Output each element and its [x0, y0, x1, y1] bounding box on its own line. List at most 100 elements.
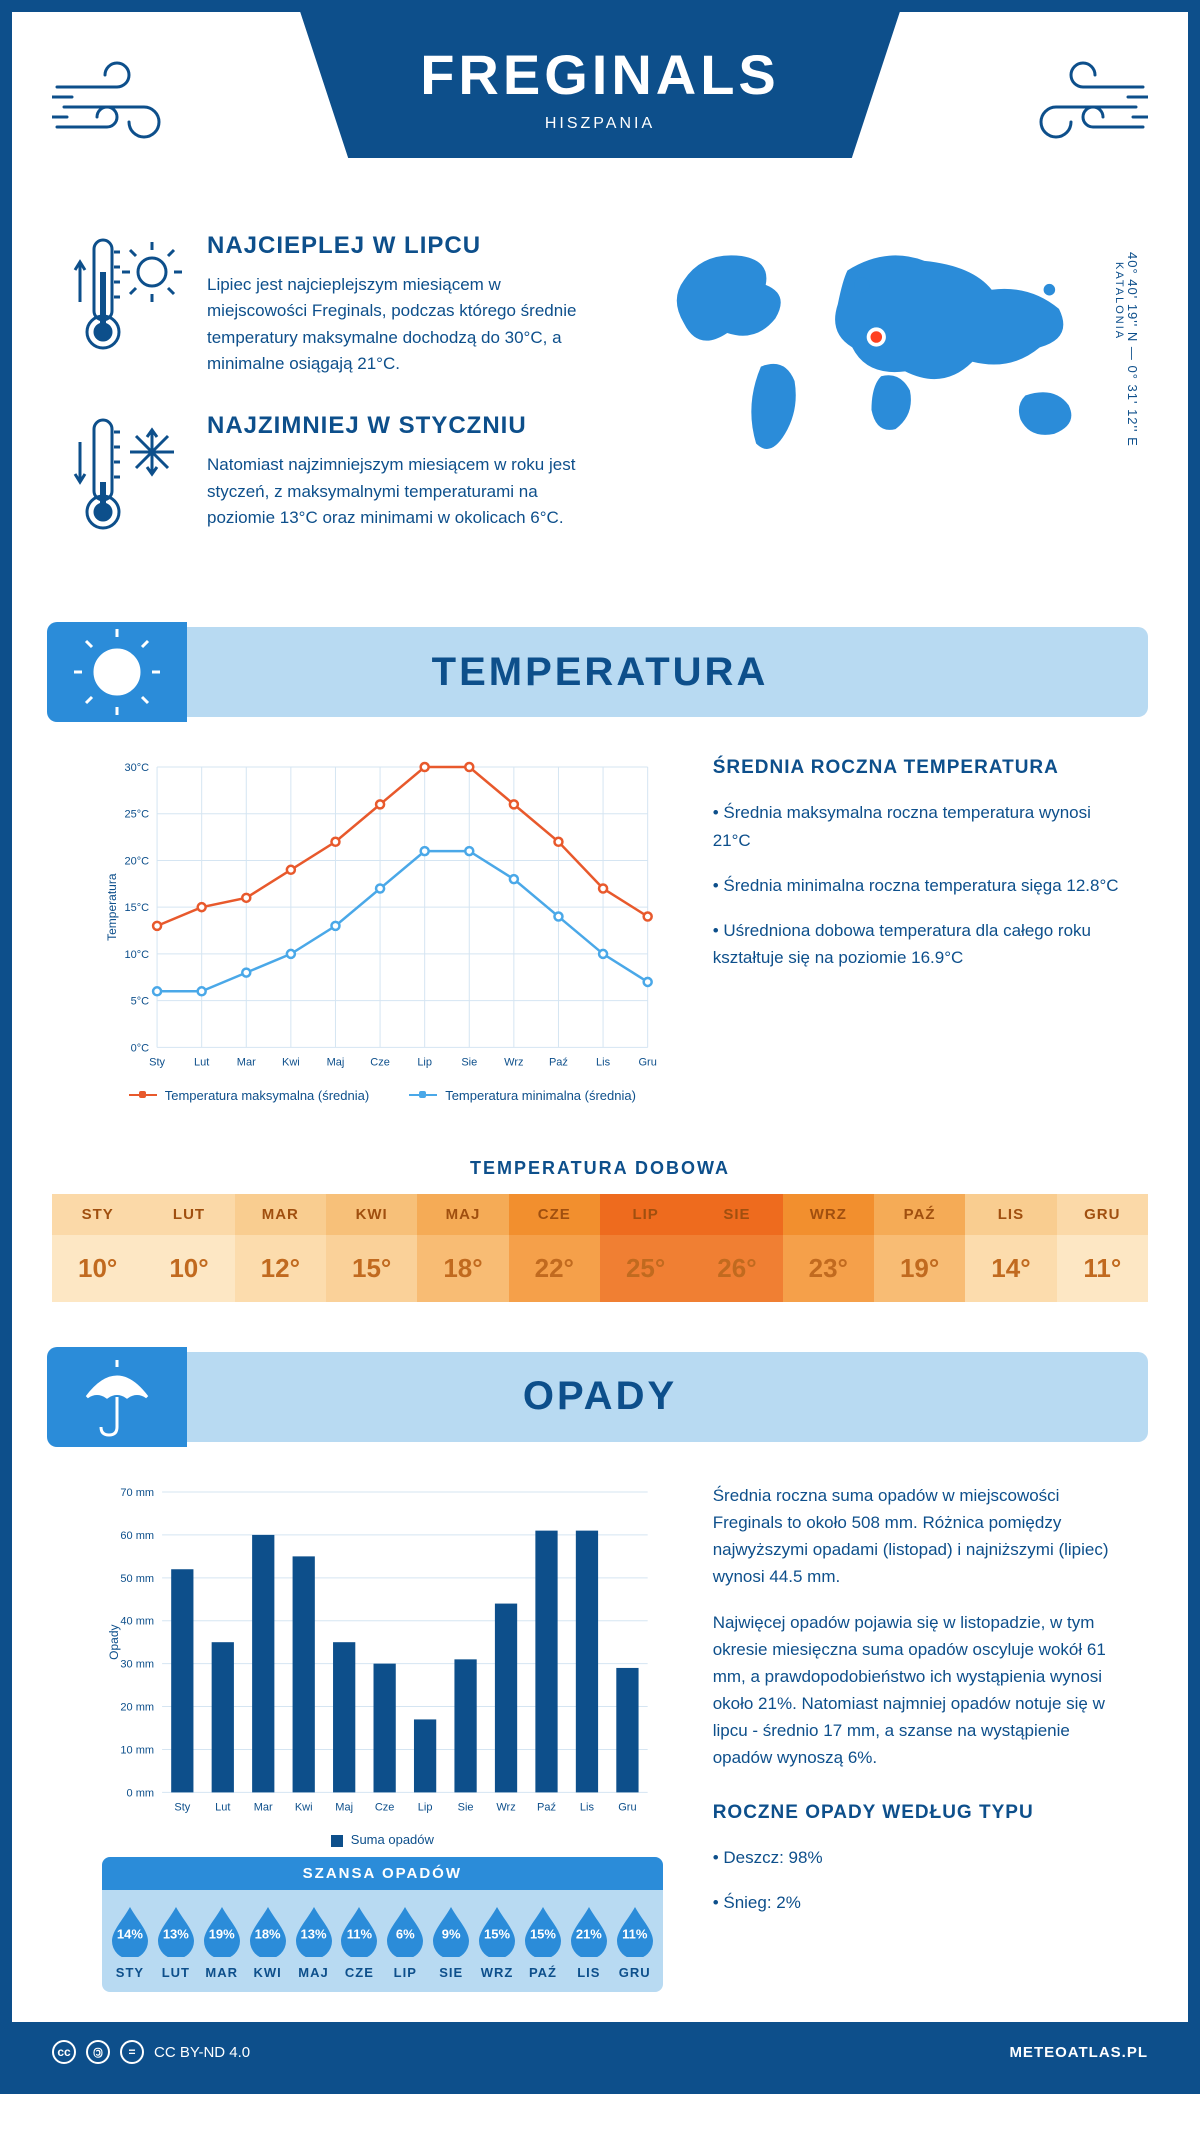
precip-bar-chart: 0 mm10 mm20 mm30 mm40 mm50 mm60 mm70 mmS…	[102, 1482, 663, 1822]
svg-text:Kwi: Kwi	[295, 1801, 313, 1813]
title-banner: FREGINALS HISZPANIA	[300, 12, 900, 158]
raindrop-icon: 18%	[246, 1905, 290, 1957]
svg-text:70 mm: 70 mm	[120, 1487, 154, 1499]
svg-text:Maj: Maj	[327, 1057, 345, 1069]
rain-chance-cell: 19% MAR	[199, 1905, 245, 1980]
temperature-chart-col: 0°C5°C10°C15°C20°C25°C30°CStyLutMarKwiMa…	[102, 757, 663, 1102]
precip-title: OPADY	[52, 1374, 1148, 1419]
rain-chance-panel: SZANSA OPADÓW 14% STY 13% LUT 19% MAR	[102, 1857, 663, 1992]
svg-text:0°C: 0°C	[131, 1043, 150, 1055]
raindrop-icon: 21%	[567, 1905, 611, 1957]
rain-chance-cell: 11% CZE	[336, 1905, 382, 1980]
license-block: cc 🄯 = CC BY-ND 4.0	[52, 2040, 250, 2064]
precip-type-bullet: • Śnieg: 2%	[713, 1889, 1128, 1916]
svg-text:Lis: Lis	[596, 1057, 611, 1069]
warmest-title: NAJCIEPLEJ W LIPCU	[207, 232, 604, 260]
coords-text: 40° 40' 19'' N — 0° 31' 12'' E	[1125, 252, 1140, 447]
svg-text:Lut: Lut	[194, 1057, 209, 1069]
site-name: METEOATLAS.PL	[1009, 2044, 1148, 2061]
intro-text-col: NAJCIEPLEJ W LIPCU Lipiec jest najcieple…	[72, 232, 604, 577]
rain-chance-cell: 13% MAJ	[291, 1905, 337, 1980]
precip-chart-col: 0 mm10 mm20 mm30 mm40 mm50 mm60 mm70 mmS…	[102, 1482, 663, 1992]
rain-chance-cell: 15% PAŹ	[520, 1905, 566, 1980]
by-icon: 🄯	[86, 2040, 110, 2064]
daily-temp-title: TEMPERATURA DOBOWA	[12, 1158, 1188, 1179]
svg-text:Sty: Sty	[149, 1057, 165, 1069]
temperature-info-col: ŚREDNIA ROCZNA TEMPERATURA • Średnia mak…	[713, 757, 1128, 989]
svg-text:15°C: 15°C	[124, 903, 149, 915]
rain-chance-cell: 18% KWI	[245, 1905, 291, 1980]
daily-cell: SIE 26°	[691, 1194, 782, 1302]
svg-text:Wrz: Wrz	[504, 1057, 523, 1069]
umbrella-emblem-icon	[47, 1347, 187, 1447]
raindrop-icon: 11%	[613, 1905, 657, 1957]
temp-bullet: • Średnia minimalna roczna temperatura s…	[713, 872, 1128, 899]
coldest-block: NAJZIMNIEJ W STYCZNIU Natomiast najzimni…	[72, 412, 604, 542]
temp-bullet: • Uśredniona dobowa temperatura dla całe…	[713, 917, 1128, 971]
daily-cell: STY 10°	[52, 1194, 143, 1302]
daily-cell: KWI 15°	[326, 1194, 417, 1302]
thermometer-snow-icon	[72, 412, 182, 542]
raindrop-icon: 19%	[200, 1905, 244, 1957]
svg-text:Sty: Sty	[174, 1801, 190, 1813]
raindrop-icon: 9%	[429, 1905, 473, 1957]
license-text: CC BY-ND 4.0	[154, 2044, 250, 2061]
svg-text:10 mm: 10 mm	[120, 1744, 154, 1756]
map-column: 40° 40' 19'' N — 0° 31' 12'' E KATALONIA	[644, 232, 1128, 577]
raindrop-icon: 13%	[154, 1905, 198, 1957]
precip-chart-legend: Suma opadów	[102, 1832, 663, 1847]
svg-text:Cze: Cze	[370, 1057, 390, 1069]
daily-cell: WRZ 23°	[783, 1194, 874, 1302]
svg-text:Sie: Sie	[458, 1801, 474, 1813]
footer: cc 🄯 = CC BY-ND 4.0 METEOATLAS.PL	[12, 2022, 1188, 2082]
avg-temp-title: ŚREDNIA ROCZNA TEMPERATURA	[713, 757, 1128, 779]
sun-emblem-icon	[47, 622, 187, 722]
svg-text:Maj: Maj	[335, 1801, 353, 1813]
daily-cell: LUT 10°	[143, 1194, 234, 1302]
precip-row: 0 mm10 mm20 mm30 mm40 mm50 mm60 mm70 mmS…	[12, 1472, 1188, 2022]
coordinates: 40° 40' 19'' N — 0° 31' 12'' E KATALONIA	[1113, 252, 1140, 447]
region-label: KATALONIA	[1113, 262, 1125, 447]
rain-chance-cell: 21% LIS	[566, 1905, 612, 1980]
cc-icon: cc	[52, 2040, 76, 2064]
world-map	[644, 232, 1128, 482]
svg-text:Gru: Gru	[638, 1057, 656, 1069]
raindrop-icon: 11%	[337, 1905, 381, 1957]
svg-text:60 mm: 60 mm	[120, 1530, 154, 1542]
rain-chance-cell: 6% LIP	[382, 1905, 428, 1980]
svg-text:Paź: Paź	[537, 1801, 556, 1813]
raindrop-icon: 15%	[521, 1905, 565, 1957]
svg-text:40 mm: 40 mm	[120, 1616, 154, 1628]
daily-cell: PAŹ 19°	[874, 1194, 965, 1302]
svg-text:25°C: 25°C	[124, 809, 149, 821]
svg-text:Opady: Opady	[107, 1624, 121, 1659]
svg-text:Wrz: Wrz	[496, 1801, 515, 1813]
svg-text:Lis: Lis	[580, 1801, 595, 1813]
svg-text:Mar: Mar	[237, 1057, 256, 1069]
svg-text:Lip: Lip	[418, 1801, 433, 1813]
nd-icon: =	[120, 2040, 144, 2064]
legend-max: Temperatura maksymalna (średnia)	[165, 1088, 369, 1103]
temperature-section-header: TEMPERATURA	[52, 627, 1148, 717]
precip-section-header: OPADY	[52, 1352, 1148, 1442]
svg-text:Kwi: Kwi	[282, 1057, 300, 1069]
svg-text:20 mm: 20 mm	[120, 1701, 154, 1713]
daily-cell: CZE 22°	[509, 1194, 600, 1302]
rain-chance-cell: 15% WRZ	[474, 1905, 520, 1980]
raindrop-icon: 15%	[475, 1905, 519, 1957]
svg-text:Paź: Paź	[549, 1057, 568, 1069]
daily-cell: MAJ 18°	[417, 1194, 508, 1302]
precip-type-bullet: • Deszcz: 98%	[713, 1844, 1128, 1871]
svg-text:Gru: Gru	[618, 1801, 636, 1813]
rain-chance-cell: 13% LUT	[153, 1905, 199, 1980]
raindrop-icon: 14%	[108, 1905, 152, 1957]
svg-text:Temperatura: Temperatura	[105, 874, 119, 942]
svg-text:Sie: Sie	[461, 1057, 477, 1069]
svg-text:30°C: 30°C	[124, 762, 149, 774]
precip-type-title: ROCZNE OPADY WEDŁUG TYPU	[713, 1802, 1128, 1824]
svg-text:20°C: 20°C	[124, 856, 149, 868]
precip-para2: Najwięcej opadów pojawia się w listopadz…	[713, 1609, 1128, 1772]
rain-chance-cell: 11% GRU	[612, 1905, 658, 1980]
svg-text:Lut: Lut	[215, 1801, 230, 1813]
intro-section: NAJCIEPLEJ W LIPCU Lipiec jest najcieple…	[12, 212, 1188, 617]
